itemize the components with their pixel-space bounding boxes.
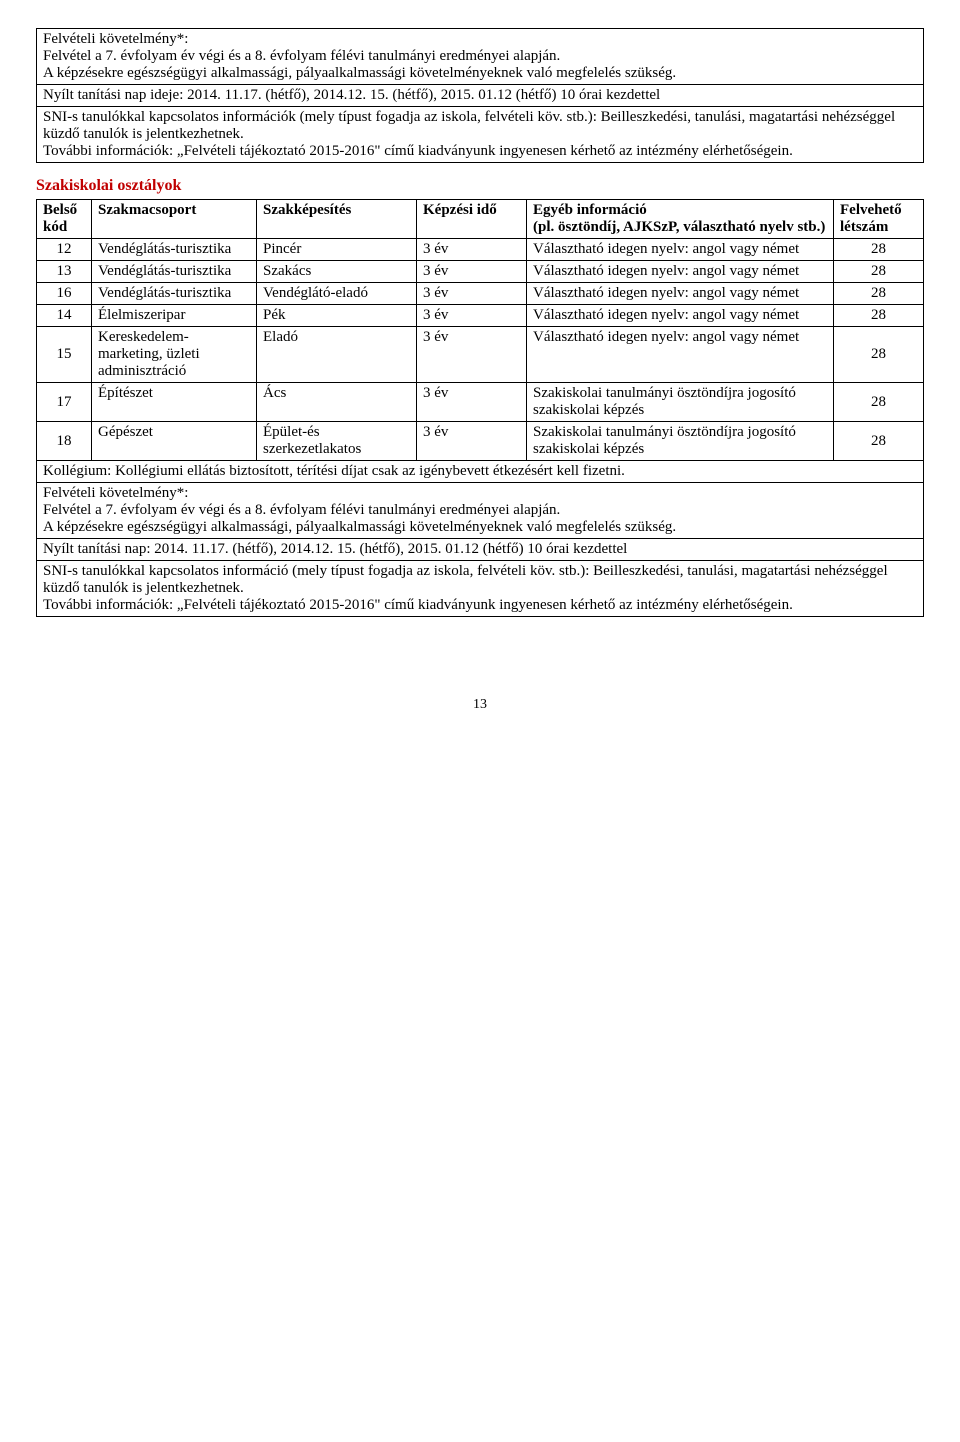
- req-line: A képzésekre egészségügyi alkalmassági, …: [43, 519, 917, 536]
- cell-csoport: Élelmiszeripar: [92, 305, 257, 327]
- cell-letszam: 28: [834, 283, 924, 305]
- cell-csoport: Vendéglátás-turisztika: [92, 261, 257, 283]
- openday-cell: Nyílt tanítási nap: 2014. 11.17. (hétfő)…: [37, 539, 924, 561]
- req-title: Felvételi követelmény*:: [43, 31, 917, 48]
- col-ido: Képzési idő: [417, 200, 527, 239]
- cell-csoport: Kereskedelem-marketing, üzleti adminiszt…: [92, 327, 257, 383]
- req-cell: Felvételi követelmény*: Felvétel a 7. év…: [37, 29, 924, 85]
- cell-kepesites: Vendéglátó-eladó: [257, 283, 417, 305]
- table-row: SNI-s tanulókkal kapcsolatos információ …: [37, 561, 924, 617]
- cell-kod: 16: [37, 283, 92, 305]
- cell-letszam: 28: [834, 383, 924, 422]
- cell-kepesites: Ács: [257, 383, 417, 422]
- req-line: Felvétel a 7. évfolyam év végi és a 8. é…: [43, 48, 917, 65]
- cell-egyeb: Választható idegen nyelv: angol vagy ném…: [527, 327, 834, 383]
- cell-ido: 3 év: [417, 239, 527, 261]
- cell-csoport: Gépészet: [92, 422, 257, 461]
- cell-egyeb: Választható idegen nyelv: angol vagy ném…: [527, 283, 834, 305]
- cell-kod: 18: [37, 422, 92, 461]
- table-row: 13 Vendéglátás-turisztika Szakács 3 év V…: [37, 261, 924, 283]
- cell-kepesites: Eladó: [257, 327, 417, 383]
- page-number: 13: [36, 697, 924, 713]
- header-row: Belső kód Szakmacsoport Szakképesítés Ké…: [37, 200, 924, 239]
- cell-csoport: Vendéglátás-turisztika: [92, 239, 257, 261]
- cell-letszam: 28: [834, 422, 924, 461]
- table-row: 16 Vendéglátás-turisztika Vendéglátó-ela…: [37, 283, 924, 305]
- cell-letszam: 28: [834, 239, 924, 261]
- cell-letszam: 28: [834, 305, 924, 327]
- cell-ido: 3 év: [417, 305, 527, 327]
- sni-text: SNI-s tanulókkal kapcsolatos információ …: [43, 563, 917, 597]
- req-cell: Felvételi követelmény*: Felvétel a 7. év…: [37, 483, 924, 539]
- table-row: 15 Kereskedelem-marketing, üzleti admini…: [37, 327, 924, 383]
- cell-egyeb: Választható idegen nyelv: angol vagy ném…: [527, 261, 834, 283]
- section-title: Szakiskolai osztályok: [36, 177, 924, 195]
- cell-ido: 3 év: [417, 422, 527, 461]
- cell-egyeb: Választható idegen nyelv: angol vagy ném…: [527, 305, 834, 327]
- sni-cell: SNI-s tanulókkal kapcsolatos információ …: [37, 561, 924, 617]
- cell-kepesites: Szakács: [257, 261, 417, 283]
- req-line: Felvétel a 7. évfolyam év végi és a 8. é…: [43, 502, 917, 519]
- table-row: Felvételi követelmény*: Felvétel a 7. év…: [37, 483, 924, 539]
- cell-kepesites: Pincér: [257, 239, 417, 261]
- cell-ido: 3 év: [417, 383, 527, 422]
- table-row: Kollégium: Kollégiumi ellátás biztosítot…: [37, 461, 924, 483]
- more-text: További információk: „Felvételi tájékozt…: [43, 143, 917, 160]
- cell-letszam: 28: [834, 261, 924, 283]
- table-row: Felvételi követelmény*: Felvétel a 7. év…: [37, 29, 924, 85]
- cell-egyeb: Szakiskolai tanulmányi ösztöndíjra jogos…: [527, 422, 834, 461]
- more-text: További információk: „Felvételi tájékozt…: [43, 597, 917, 614]
- cell-ido: 3 év: [417, 261, 527, 283]
- table-row: 17 Építészet Ács 3 év Szakiskolai tanulm…: [37, 383, 924, 422]
- cell-kepesites: Pék: [257, 305, 417, 327]
- sni-cell: SNI-s tanulókkal kapcsolatos információk…: [37, 107, 924, 163]
- table-row: Nyílt tanítási nap ideje: 2014. 11.17. (…: [37, 85, 924, 107]
- cell-letszam: 28: [834, 327, 924, 383]
- cell-kepesites: Épület-és szerkezetlakatos: [257, 422, 417, 461]
- cell-kod: 15: [37, 327, 92, 383]
- kollegium-cell: Kollégium: Kollégiumi ellátás biztosítot…: [37, 461, 924, 483]
- req-line: A képzésekre egészségügyi alkalmassági, …: [43, 65, 917, 82]
- cell-kod: 14: [37, 305, 92, 327]
- cell-ido: 3 év: [417, 283, 527, 305]
- col-kod: Belső kód: [37, 200, 92, 239]
- table-row: 18 Gépészet Épület-és szerkezetlakatos 3…: [37, 422, 924, 461]
- table-row: Nyílt tanítási nap: 2014. 11.17. (hétfő)…: [37, 539, 924, 561]
- cell-egyeb: Választható idegen nyelv: angol vagy ném…: [527, 239, 834, 261]
- cell-ido: 3 év: [417, 327, 527, 383]
- col-csoport: Szakmacsoport: [92, 200, 257, 239]
- table-row: 14 Élelmiszeripar Pék 3 év Választható i…: [37, 305, 924, 327]
- cell-kod: 12: [37, 239, 92, 261]
- req-title: Felvételi követelmény*:: [43, 485, 917, 502]
- cell-egyeb: Szakiskolai tanulmányi ösztöndíjra jogos…: [527, 383, 834, 422]
- top-info-table: Felvételi követelmény*: Felvétel a 7. év…: [36, 28, 924, 163]
- cell-csoport: Vendéglátás-turisztika: [92, 283, 257, 305]
- cell-kod: 13: [37, 261, 92, 283]
- cell-csoport: Építészet: [92, 383, 257, 422]
- openday-cell: Nyílt tanítási nap ideje: 2014. 11.17. (…: [37, 85, 924, 107]
- cell-kod: 17: [37, 383, 92, 422]
- table-row: 12 Vendéglátás-turisztika Pincér 3 év Vá…: [37, 239, 924, 261]
- classes-table: Belső kód Szakmacsoport Szakképesítés Ké…: [36, 199, 924, 617]
- col-kepesites: Szakképesítés: [257, 200, 417, 239]
- col-letszam: Felvehető létszám: [834, 200, 924, 239]
- col-egyeb: Egyéb információ (pl. ösztöndíj, AJKSzP,…: [527, 200, 834, 239]
- sni-text: SNI-s tanulókkal kapcsolatos információk…: [43, 109, 917, 143]
- table-row: SNI-s tanulókkal kapcsolatos információk…: [37, 107, 924, 163]
